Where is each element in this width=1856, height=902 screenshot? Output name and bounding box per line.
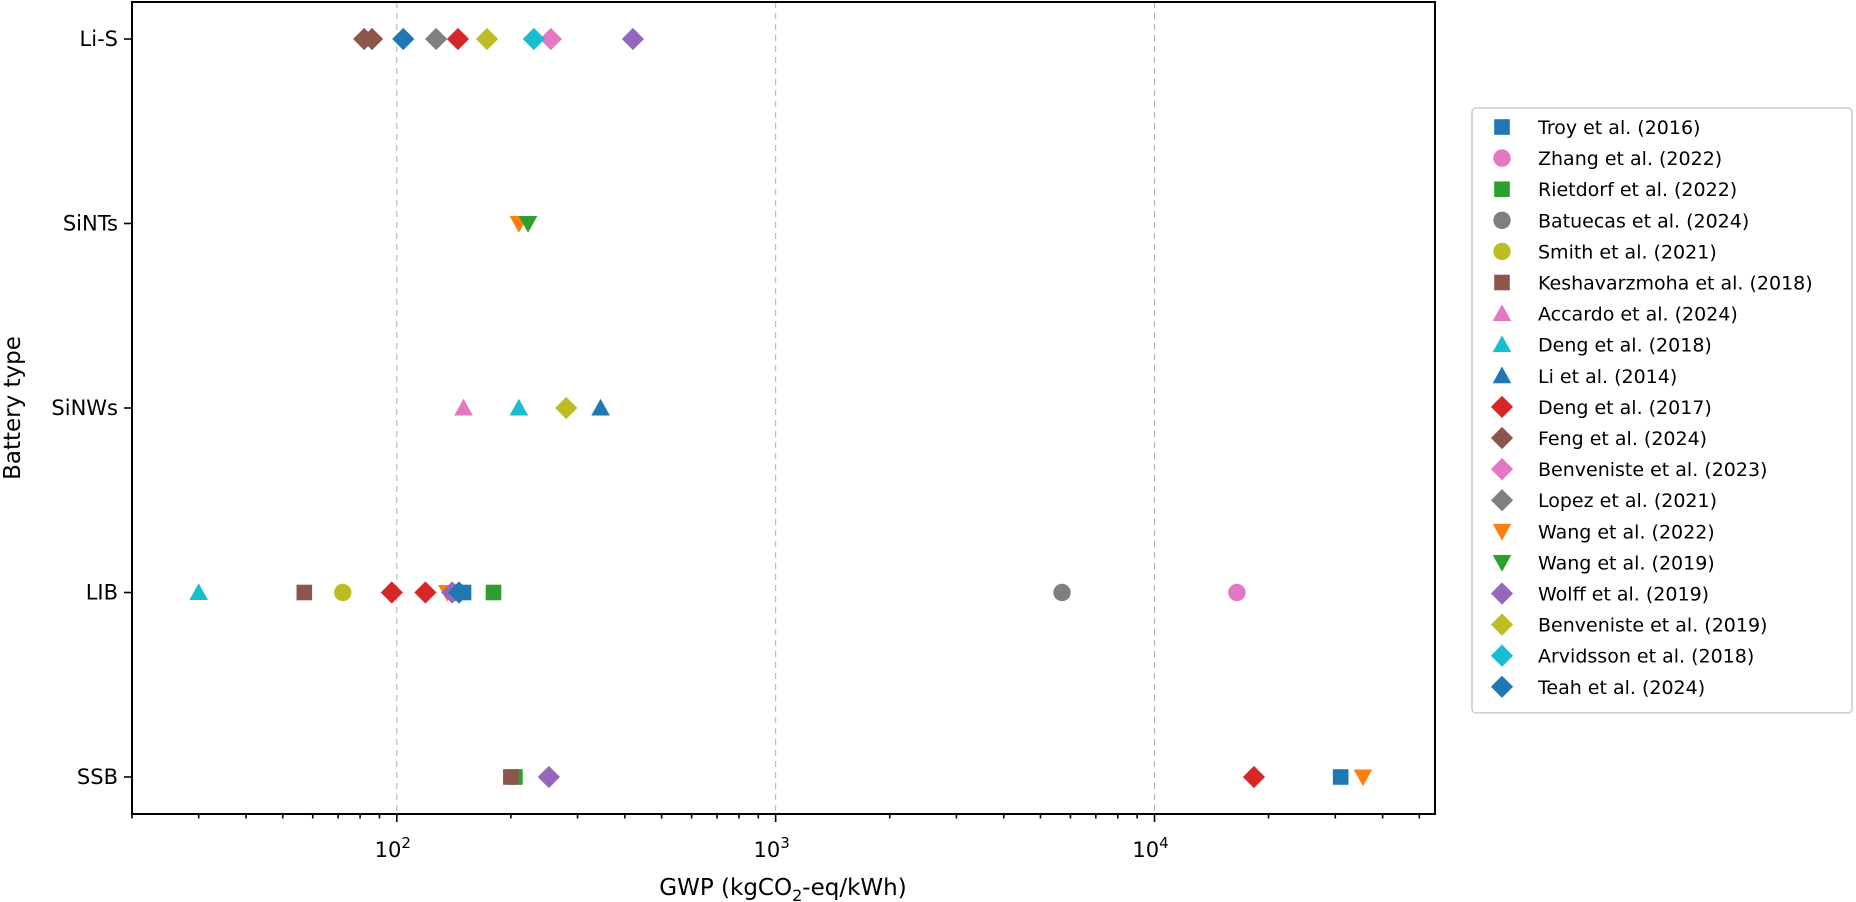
legend-marker (1490, 426, 1514, 450)
legend-entry-label: Keshavarzmoha et al. (2018) (1538, 273, 1813, 295)
legend-entry-label: Wolff et al. (2019) (1538, 584, 1709, 606)
legend-marker (1492, 523, 1512, 541)
legend-marker (1494, 181, 1510, 197)
data-point (447, 581, 471, 604)
x-tick-label: 103 (754, 834, 790, 862)
data-point (425, 27, 448, 51)
y-tick-label: Li-S (80, 27, 118, 51)
legend-entry-label: Zhang et al. (2022) (1538, 148, 1722, 170)
legend-entry-label: Deng et al. (2017) (1538, 397, 1712, 419)
legend-marker (1490, 675, 1514, 698)
y-tick-label: SSB (77, 765, 118, 789)
legend-entry-label: Rietdorf et al. (2022) (1538, 179, 1737, 201)
legend-marker (1492, 366, 1512, 384)
legend-entry-label: Accardo et al. (2024) (1538, 304, 1738, 326)
data-point (296, 584, 313, 601)
legend-marker (1492, 554, 1512, 572)
legend-marker (1493, 211, 1511, 229)
grid-lines (396, 2, 1156, 814)
data-point (555, 396, 578, 420)
data-point (1353, 769, 1373, 787)
legend-marker (1490, 613, 1514, 636)
legend-entry-label: Troy et al. (2016) (1537, 117, 1700, 139)
legend-entry-label: Batuecas et al. (2024) (1538, 210, 1749, 232)
data-point (189, 583, 209, 600)
y-tick-label: SiNTs (63, 212, 118, 236)
legend-marker (1492, 335, 1512, 353)
data-point (539, 27, 562, 51)
y-tick-label: LIB (86, 581, 118, 605)
y-tick-label: SiNWs (51, 396, 118, 420)
legend-marker (1493, 242, 1511, 261)
data-point (446, 27, 470, 51)
legend-entry-label: Deng et al. (2018) (1538, 335, 1712, 357)
data-point (621, 27, 645, 51)
data-point (414, 581, 437, 604)
legend-entry-label: Feng et al. (2024) (1538, 428, 1707, 450)
data-point (537, 765, 560, 789)
data-point (522, 27, 545, 51)
data-point (509, 398, 529, 416)
plot-area-frame (131, 1, 1436, 815)
y-axis-label: Battery type (0, 336, 26, 480)
legend-entry-label: Teah et al. (2024) (1537, 677, 1705, 699)
x-tick-label: 102 (375, 834, 411, 862)
legend-marker (1490, 458, 1514, 481)
legend-marker (1490, 395, 1514, 418)
y-axis: Li-S SiNTs SiNWs LIB SSB (51, 27, 132, 789)
legend-marker (1490, 644, 1514, 667)
data-point (1053, 583, 1071, 602)
data-point (591, 398, 610, 416)
legend: Troy et al. (2016) Zhang et al. (2022) Rie… (1471, 107, 1853, 714)
legend-entry-label: Arvidsson et al. (2018) (1538, 646, 1754, 668)
legend-entry-label: Wang et al. (2022) (1538, 521, 1715, 543)
data-point (454, 398, 473, 416)
x-axis: 102 103 104 (131, 814, 1421, 862)
data-point (1242, 765, 1266, 789)
data-point (380, 581, 403, 604)
data-point (360, 27, 384, 51)
data-point (518, 216, 538, 233)
data-point (1332, 769, 1349, 785)
x-tick-label: 104 (1132, 834, 1168, 862)
legend-frame (1471, 107, 1853, 714)
legend-marker (1490, 489, 1514, 512)
data-point (485, 584, 502, 601)
data-point (334, 583, 352, 602)
x-axis-label: GWP (kgCO2-eq/kWh) (659, 875, 906, 902)
legend-entry-label: Lopez et al. (2021) (1538, 490, 1717, 512)
data-point (392, 27, 415, 51)
data-points (189, 27, 1373, 789)
legend-marker (1492, 304, 1512, 322)
legend-entry-label: Benveniste et al. (2023) (1538, 459, 1767, 481)
data-point (1228, 583, 1246, 602)
legend-entry-label: Smith et al. (2021) (1538, 241, 1717, 263)
data-point (475, 27, 499, 51)
legend-marker (1494, 274, 1510, 291)
legend-entry-label: Li et al. (2014) (1538, 366, 1677, 388)
data-point (503, 769, 519, 785)
legend-marker (1490, 582, 1514, 605)
legend-entry-label: Benveniste et al. (2019) (1538, 615, 1767, 637)
legend-entry-label: Wang et al. (2019) (1538, 552, 1715, 574)
legend-marker (1493, 149, 1511, 167)
legend-marker (1494, 119, 1510, 135)
